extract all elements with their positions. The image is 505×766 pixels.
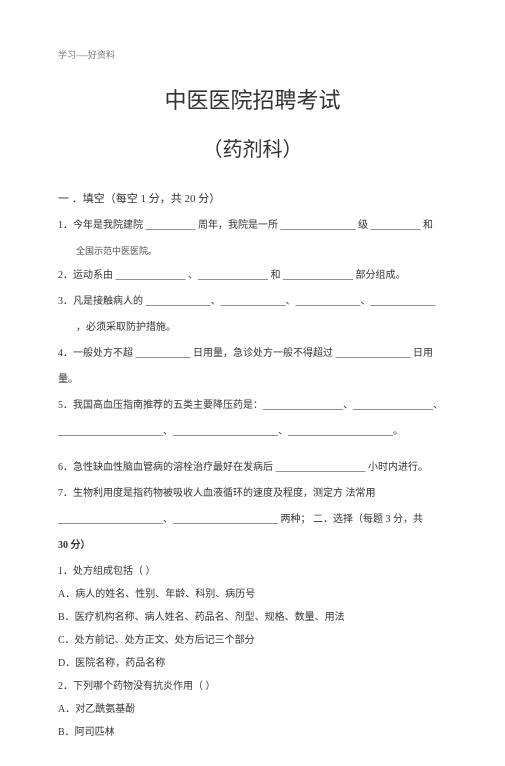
s2-q1-D: D．医院名称，药品名称	[58, 654, 447, 673]
q7-line1: 7．生物利用度是指药物被吸收人血液循环的速度及程度，测定方 法常用	[58, 484, 447, 504]
q2: 2．运动系由 ______________ 、______________ 和 …	[58, 266, 447, 286]
title-sub: （药剂科）	[58, 133, 447, 162]
s2-q1-C: C．处方前记、处方正文、处方后记三个部分	[58, 631, 447, 650]
q7-line2: _____________________、__________________…	[58, 510, 447, 530]
s2-q1-stem: 1．处方组成包括（ ）	[58, 562, 447, 581]
title-main: 中医医院招聘考试	[58, 83, 447, 115]
q3-line1: 3．凡是接触病人的 _____________、_____________、__…	[58, 292, 447, 312]
q5-line2: _____________________、__________________…	[58, 422, 447, 442]
header-watermark: 学习----好资料	[58, 48, 447, 61]
s2-q2-stem: 2．下列哪个药物没有抗炎作用（ ）	[58, 677, 447, 696]
q3-line2: ，必须采取防护措施。	[58, 318, 447, 338]
q4-line2: 量。	[58, 370, 447, 390]
section2-thirty: 30 分）	[58, 536, 447, 556]
s2-q2-A: A．对乙酰氨基酚	[58, 700, 447, 719]
document-page: 学习----好资料 中医医院招聘考试 （药剂科） 一 ．填空（每空 1 分，共 …	[0, 0, 505, 766]
q1-line2: 全国示范中医医院。	[58, 242, 447, 260]
q1-line1: 1．今年是我院建院 __________ 周年，我院是一所 __________…	[58, 216, 447, 236]
s2-q1-A: A．病人的姓名、性别、年龄、科别、病历号	[58, 585, 447, 604]
s2-q2-B: B．阿司匹林	[58, 723, 447, 742]
section1-head: 一 ．填空（每空 1 分，共 20 分）	[58, 190, 447, 206]
q5-line1: 5．我国高血压指南推荐的五类主要降压药是：________________、__…	[58, 396, 447, 416]
q4-line1: 4．一般处方不超 ___________ 日用量，急诊处方一般不得超过 ____…	[58, 344, 447, 364]
q6: 6．急性缺血性脑血管病的溶栓治疗最好在发病后 _________________…	[58, 458, 447, 478]
s2-q1-B: B．医疗机构名称、病人姓名、药品名、剂型、规格、数量、用法	[58, 608, 447, 627]
